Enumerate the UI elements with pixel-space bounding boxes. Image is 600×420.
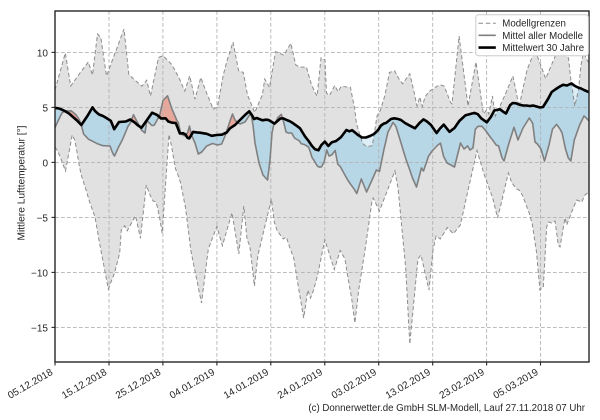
svg-text:−15: −15 xyxy=(31,324,48,335)
svg-text:−10: −10 xyxy=(31,269,48,280)
svg-text:10: 10 xyxy=(37,49,49,60)
svg-text:Mittlere Lufttemperatur [°]: Mittlere Lufttemperatur [°] xyxy=(17,125,28,240)
svg-text:Mittel aller Modelle: Mittel aller Modelle xyxy=(502,31,583,42)
svg-text:0: 0 xyxy=(42,159,48,170)
svg-text:Mittelwert 30 Jahre: Mittelwert 30 Jahre xyxy=(502,43,584,54)
svg-text:Modellgrenzen: Modellgrenzen xyxy=(502,19,566,30)
svg-text:5: 5 xyxy=(42,104,48,115)
svg-text:−5: −5 xyxy=(37,214,49,225)
svg-text:(c) Donnerwetter.de GmbH SLM-M: (c) Donnerwetter.de GmbH SLM-Modell, Lau… xyxy=(308,403,585,414)
